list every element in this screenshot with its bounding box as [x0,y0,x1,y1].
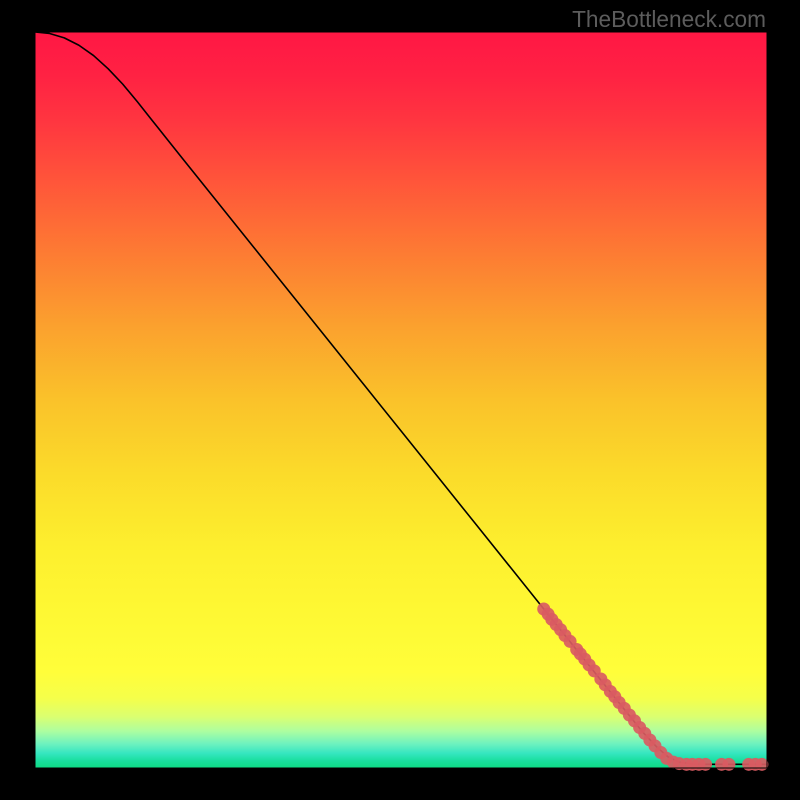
chart-svg [35,32,767,768]
plot-border [35,32,767,768]
main-curve [35,32,767,764]
plot-inner [35,32,767,768]
scatter-point [699,758,712,771]
scatter-point [722,758,735,771]
scatter-point [755,758,768,771]
plot-area [35,32,767,768]
scatter-points [537,603,768,771]
watermark-text: TheBottleneck.com [572,6,766,33]
page-root: TheBottleneck.com [0,0,800,800]
